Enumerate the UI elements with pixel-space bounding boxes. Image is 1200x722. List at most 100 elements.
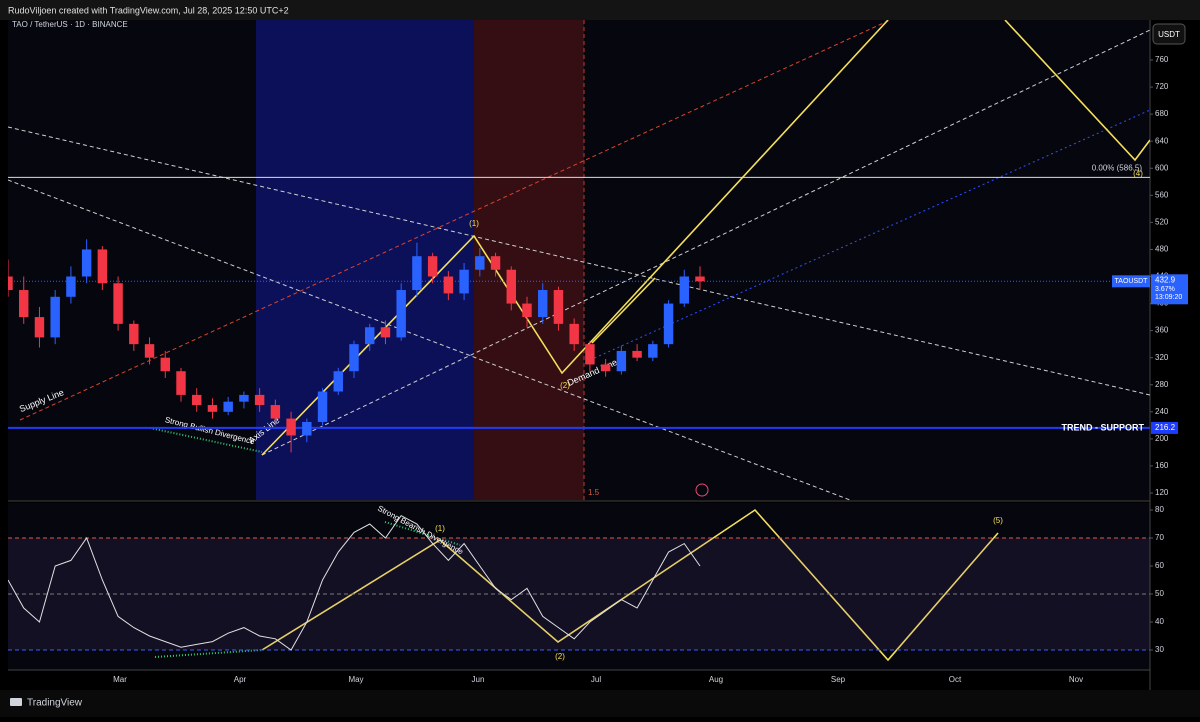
candle-body [380, 327, 391, 338]
wave-label: (1) [435, 524, 445, 533]
x-tick-label: Aug [709, 675, 723, 684]
axis-channel [261, 29, 1150, 456]
candle-body [34, 317, 45, 338]
y-tick-label: 360 [1155, 326, 1169, 335]
y-tick-label: 560 [1155, 190, 1169, 199]
series-layer [8, 176, 1150, 453]
candle-body [333, 371, 343, 392]
candle-body [569, 323, 579, 345]
candle-body [522, 303, 532, 318]
wave-path [1004, 20, 1150, 162]
candle-body [144, 344, 155, 358]
series-layer [8, 514, 1150, 651]
demand-channel [589, 109, 1150, 361]
candle-body [396, 290, 406, 338]
candle-body [648, 344, 658, 358]
y-tick-label: 70 [1155, 533, 1164, 542]
wave-label: (2) [560, 381, 570, 390]
x-tick-label: Jun [472, 675, 485, 684]
wave-path [261, 508, 999, 662]
y-tick-label: 60 [1155, 561, 1164, 570]
candle-body [427, 256, 438, 277]
ratio-label: 1.5 [588, 488, 600, 497]
support-tag-label: 216.2 [1155, 423, 1176, 432]
countdown-label: 13:09:20 [1155, 294, 1182, 301]
candle-body [160, 357, 170, 372]
currency-label[interactable]: USDT [1158, 30, 1180, 39]
support-tag [1151, 421, 1178, 434]
candle-body [600, 364, 611, 372]
x-tick-label: Sep [831, 675, 846, 684]
candle-body [349, 344, 359, 372]
wave-path [261, 20, 889, 456]
x-tick-label: Mar [113, 675, 127, 684]
candle-body [97, 249, 108, 284]
candle-body [207, 405, 218, 412]
candle-body [254, 394, 265, 406]
price-drawing [8, 20, 1150, 500]
candle-body [270, 405, 281, 419]
rsi-drawing [154, 508, 999, 662]
candle-body [81, 249, 92, 277]
event-icon[interactable] [695, 483, 709, 497]
wave-label: (4) [1133, 169, 1143, 178]
x-tick-label: Nov [1069, 675, 1083, 684]
y-tick-label: 50 [1155, 589, 1164, 598]
series-layer: FebMarAprMayJunJulAugSepOctNov [113, 675, 1083, 684]
y-tick-label: 160 [1155, 461, 1169, 470]
currency-button[interactable] [1152, 23, 1186, 45]
y-tick-label: 280 [1155, 380, 1169, 389]
candle-body [490, 256, 501, 270]
candle-body [663, 303, 674, 345]
brand-logo [10, 698, 22, 706]
y-tick-label: 80 [1155, 505, 1164, 514]
candle-body [302, 421, 312, 436]
wave-path [591, 277, 656, 344]
candle-body [412, 256, 422, 291]
wave-label: (1) [469, 219, 479, 228]
change-label: 3.67% [1155, 286, 1175, 293]
candle-body [443, 276, 454, 294]
candle-body [192, 394, 202, 406]
candle-body [176, 371, 186, 395]
wave-label: (2) [555, 652, 565, 661]
y-tick-label: 760 [1155, 55, 1169, 64]
candle-body [223, 401, 233, 412]
y-tick-label: 640 [1155, 136, 1169, 145]
candle-body [632, 350, 642, 358]
y-tick-label: 30 [1155, 645, 1164, 654]
candle-body [19, 290, 29, 318]
x-tick-label: Oct [949, 675, 962, 684]
y-tick-label: 40 [1155, 617, 1164, 626]
rsi-line [8, 514, 701, 651]
candle-body [538, 290, 548, 318]
supply-channel [19, 20, 891, 421]
y-tick-label: 480 [1155, 245, 1169, 254]
header-bar [0, 0, 1200, 20]
brand-name: TradingView [27, 698, 83, 709]
candle-body [239, 394, 249, 402]
candle-body [365, 327, 375, 345]
y-tick-label: 200 [1155, 434, 1169, 443]
symbol-tag-label: TAOUSDT [1115, 278, 1149, 285]
y-tick-label: 320 [1155, 353, 1169, 362]
price-tag [1151, 274, 1188, 305]
candle-body [553, 290, 564, 324]
candle-body [616, 350, 627, 372]
price-tag-label: 432.9 [1155, 275, 1176, 284]
candle-body [50, 296, 60, 338]
divergence-line [384, 521, 461, 546]
x-tick-label: Apr [234, 675, 247, 684]
footer-bar [0, 690, 1200, 717]
fib-label: 0.00% (586.5) [1092, 163, 1143, 172]
candle-body [679, 276, 689, 304]
candle-body [475, 256, 485, 270]
y-tick-label: 120 [1155, 488, 1169, 497]
x-tick-label: May [348, 675, 363, 684]
symbol-tag [1112, 275, 1150, 288]
y-tick-label: 520 [1155, 217, 1169, 226]
candle-body [695, 276, 705, 282]
candle-body [317, 391, 328, 422]
candle-body [506, 269, 516, 304]
wave-label: (5) [993, 516, 1003, 525]
